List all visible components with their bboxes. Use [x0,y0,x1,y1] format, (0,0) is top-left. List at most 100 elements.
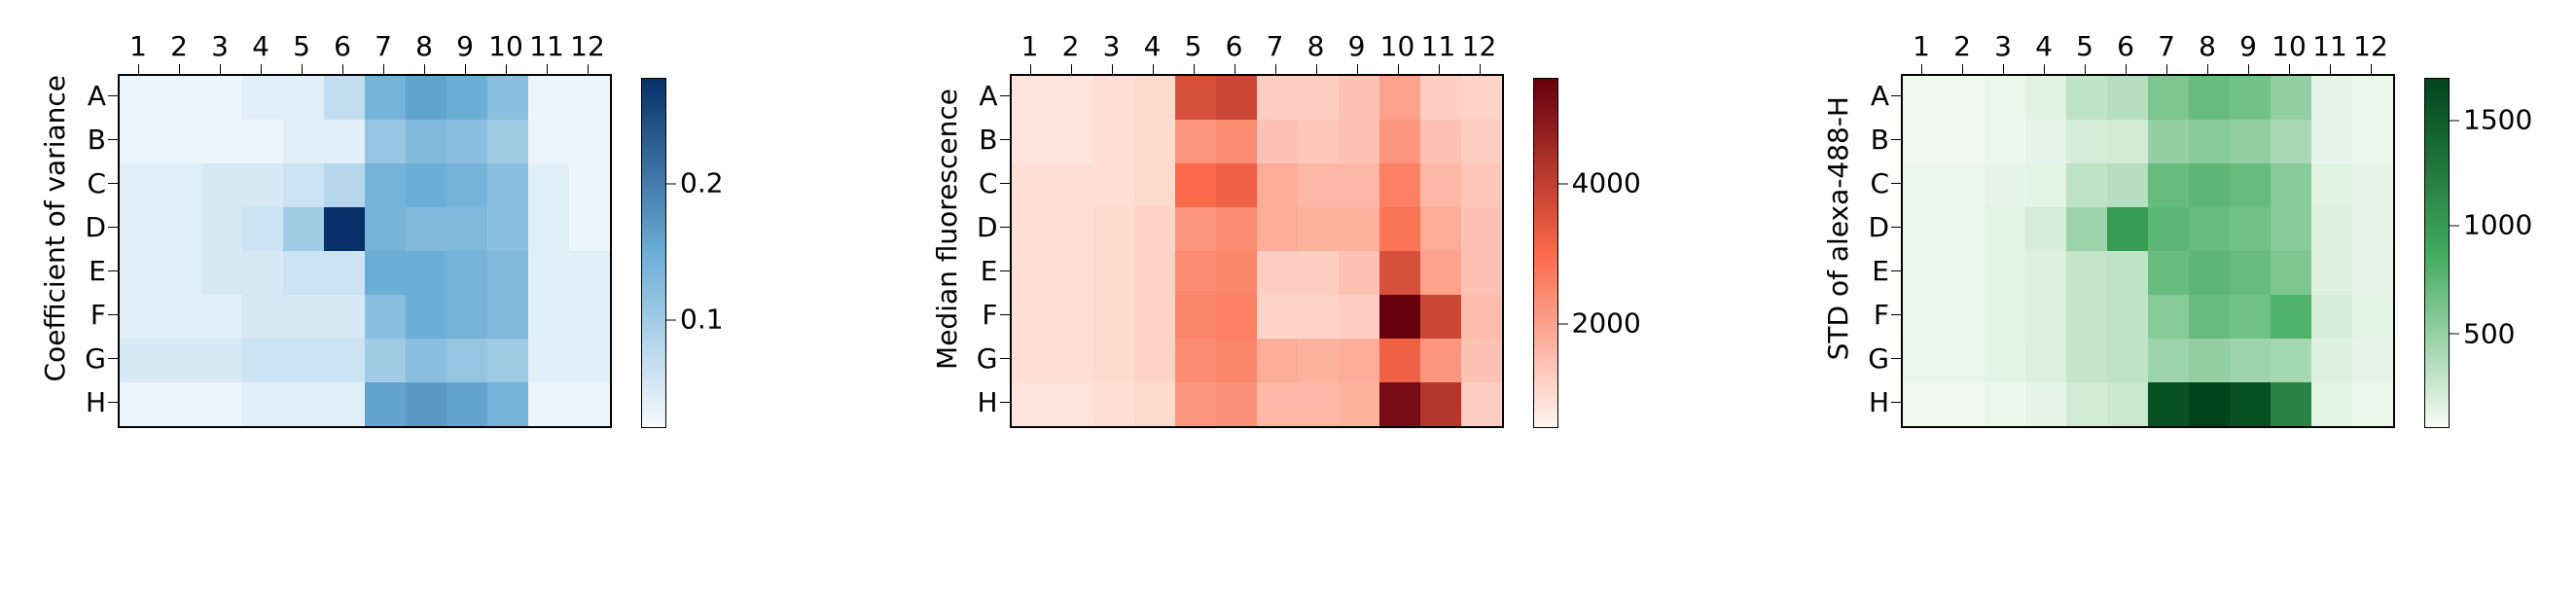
heatmap-cell [1298,251,1339,295]
heatmap-cell [201,76,242,120]
heatmap-cell [1461,339,1502,382]
heatmap-cell [1298,163,1339,207]
heatmap-cell [1093,382,1134,426]
y-tick: A [1862,74,1901,118]
heatmap-cell [365,207,406,251]
x-tick: 4 [2023,30,2064,74]
heatmap-cell [161,295,201,339]
x-tick: 10 [1377,30,1418,74]
heatmap-cell [283,382,324,426]
heatmap-cell [201,207,242,251]
heatmap-cell [447,382,487,426]
heatmap-cell [120,382,161,426]
heatmap-cell [1339,339,1379,382]
heatmap-cell [1134,163,1175,207]
heatmap-cell [1379,339,1420,382]
heatmap-cell [2230,339,2271,382]
heatmap-cell [1175,207,1216,251]
heatmap-cell [447,295,487,339]
heatmap-cell [1257,295,1298,339]
x-tick: 1 [1010,30,1051,74]
heatmap-cell [1175,382,1216,426]
heatmap-cell [161,120,201,163]
heatmap-cell [487,163,528,207]
colorbar: 40002000 [1533,78,1646,428]
heatmap-cell [283,251,324,295]
y-tick-col: ABCDEFGH [971,74,1010,428]
heatmap-cell [201,120,242,163]
y-axis-label: Median fluorescence [931,89,963,370]
heatmap-cell [2066,163,2107,207]
heatmap-cell [528,339,569,382]
heatmap-cell [324,120,365,163]
heatmap-cell [447,207,487,251]
colorbar-tick: 0.2 [666,167,724,199]
heatmap-cell [2025,339,2066,382]
heatmap-cell [2025,251,2066,295]
heatmap-cell [1053,382,1093,426]
heatmap-cell [1216,163,1257,207]
plot-area: 123456789101112ABCDEFGH [1862,30,2395,428]
heatmap-cell [324,76,365,120]
y-tick: F [971,293,1010,337]
colorbar-tick: 1000 [2450,209,2532,241]
y-tick: E [971,249,1010,293]
heatmap-cell [365,339,406,382]
heatmap-cell [1379,76,1420,120]
heatmap-cell [2230,251,2271,295]
heatmap-grid [1901,74,2395,428]
heatmap-cell [2107,207,2148,251]
heatmap-cell [324,339,365,382]
heatmap-cell [283,163,324,207]
heatmap-cell [2189,76,2230,120]
heatmap-cell [406,163,447,207]
heatmap-cell [2107,120,2148,163]
heatmap-cell [2066,251,2107,295]
heatmap-cell [1053,295,1093,339]
heatmap-cell [1420,382,1461,426]
heatmap-cell [1257,382,1298,426]
heatmap-cell [406,339,447,382]
heatmap-cell [1985,120,2025,163]
y-tick: E [1862,249,1901,293]
y-tick: B [79,118,118,162]
heatmap-cell [1298,295,1339,339]
heatmap-cell [1944,76,1985,120]
heatmap-cell [242,207,283,251]
heatmap-cell [1093,207,1134,251]
heatmap-cell [2025,120,2066,163]
heatmap-cell [1461,382,1502,426]
heatmap-cell [447,339,487,382]
heatmap-cell [447,76,487,120]
heatmap-cell [1461,251,1502,295]
heatmap-cell [2066,339,2107,382]
heatmap-cell [487,207,528,251]
heatmap-cell [1339,295,1379,339]
x-tick: 8 [404,30,445,74]
heatmap-cell [2311,76,2352,120]
x-tick: 7 [363,30,404,74]
heatmap-cell [242,382,283,426]
heatmap-cell [569,163,610,207]
heatmap-cell [1944,120,1985,163]
colorbar-tick: 500 [2450,317,2515,349]
heatmap-cell [1257,76,1298,120]
x-tick: 3 [1091,30,1132,74]
y-tick: G [971,337,1010,380]
heatmap-cell [1298,382,1339,426]
heatmap-cell [161,339,201,382]
x-tick: 7 [2146,30,2187,74]
heatmap-cell [1985,251,2025,295]
x-tick: 12 [2350,30,2391,74]
colorbar-tick: 2000 [1558,307,1641,340]
heatmap-cell [1093,295,1134,339]
heatmap-cell [487,251,528,295]
heatmap-cell [406,76,447,120]
y-tick-col: ABCDEFGH [79,74,118,428]
heatmap-cell [283,76,324,120]
heatmap-cell [1903,207,1944,251]
heatmap-cell [1175,339,1216,382]
heatmap-cell [2107,339,2148,382]
heatmap-cell [283,207,324,251]
x-tick: 8 [1296,30,1337,74]
